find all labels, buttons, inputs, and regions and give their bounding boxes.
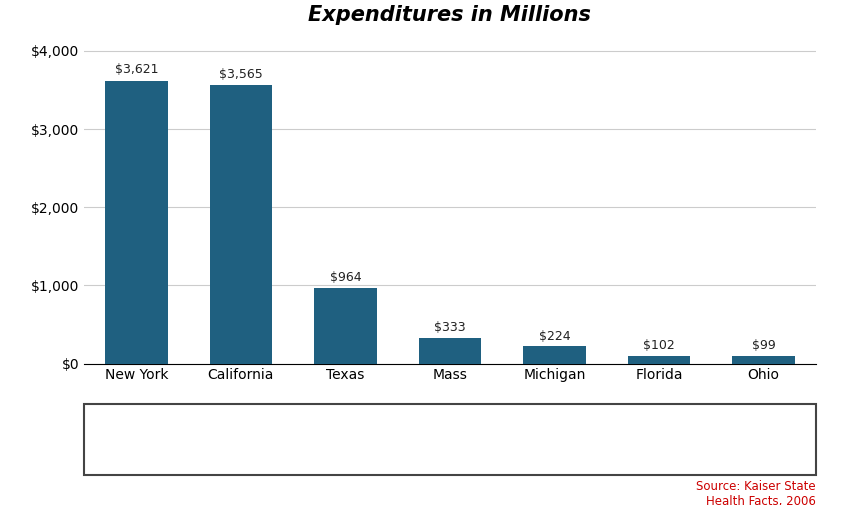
Bar (314, 288, 377, 364)
Bar (733, 356, 795, 364)
Text: $3,060: $3,060 (737, 432, 791, 446)
Text: $3,070: $3,070 (632, 432, 685, 446)
Bar (209, 85, 272, 364)
Text: Source: Kaiser State
Health Facts, 2006: Source: Kaiser State Health Facts, 2006 (696, 480, 816, 505)
Text: $10,262: $10,262 (418, 432, 482, 446)
Bar (627, 356, 690, 364)
Text: $99: $99 (752, 339, 775, 352)
Title: Expenditures in Millions: Expenditures in Millions (309, 6, 591, 25)
Text: $3,561: $3,561 (527, 432, 581, 446)
Text: $102: $102 (643, 339, 674, 352)
Bar (105, 81, 167, 364)
Text: $3,621: $3,621 (114, 63, 158, 76)
Text: $3,017: $3,017 (319, 432, 373, 446)
Text: $964: $964 (330, 271, 362, 284)
Text: $18,690: $18,690 (104, 432, 168, 446)
Text: $224: $224 (538, 330, 570, 342)
Text: $333: $333 (434, 321, 466, 334)
Bar (419, 337, 481, 364)
Text: $8,537: $8,537 (214, 432, 267, 446)
Text: $3,565: $3,565 (219, 68, 262, 81)
Bar (523, 346, 586, 364)
